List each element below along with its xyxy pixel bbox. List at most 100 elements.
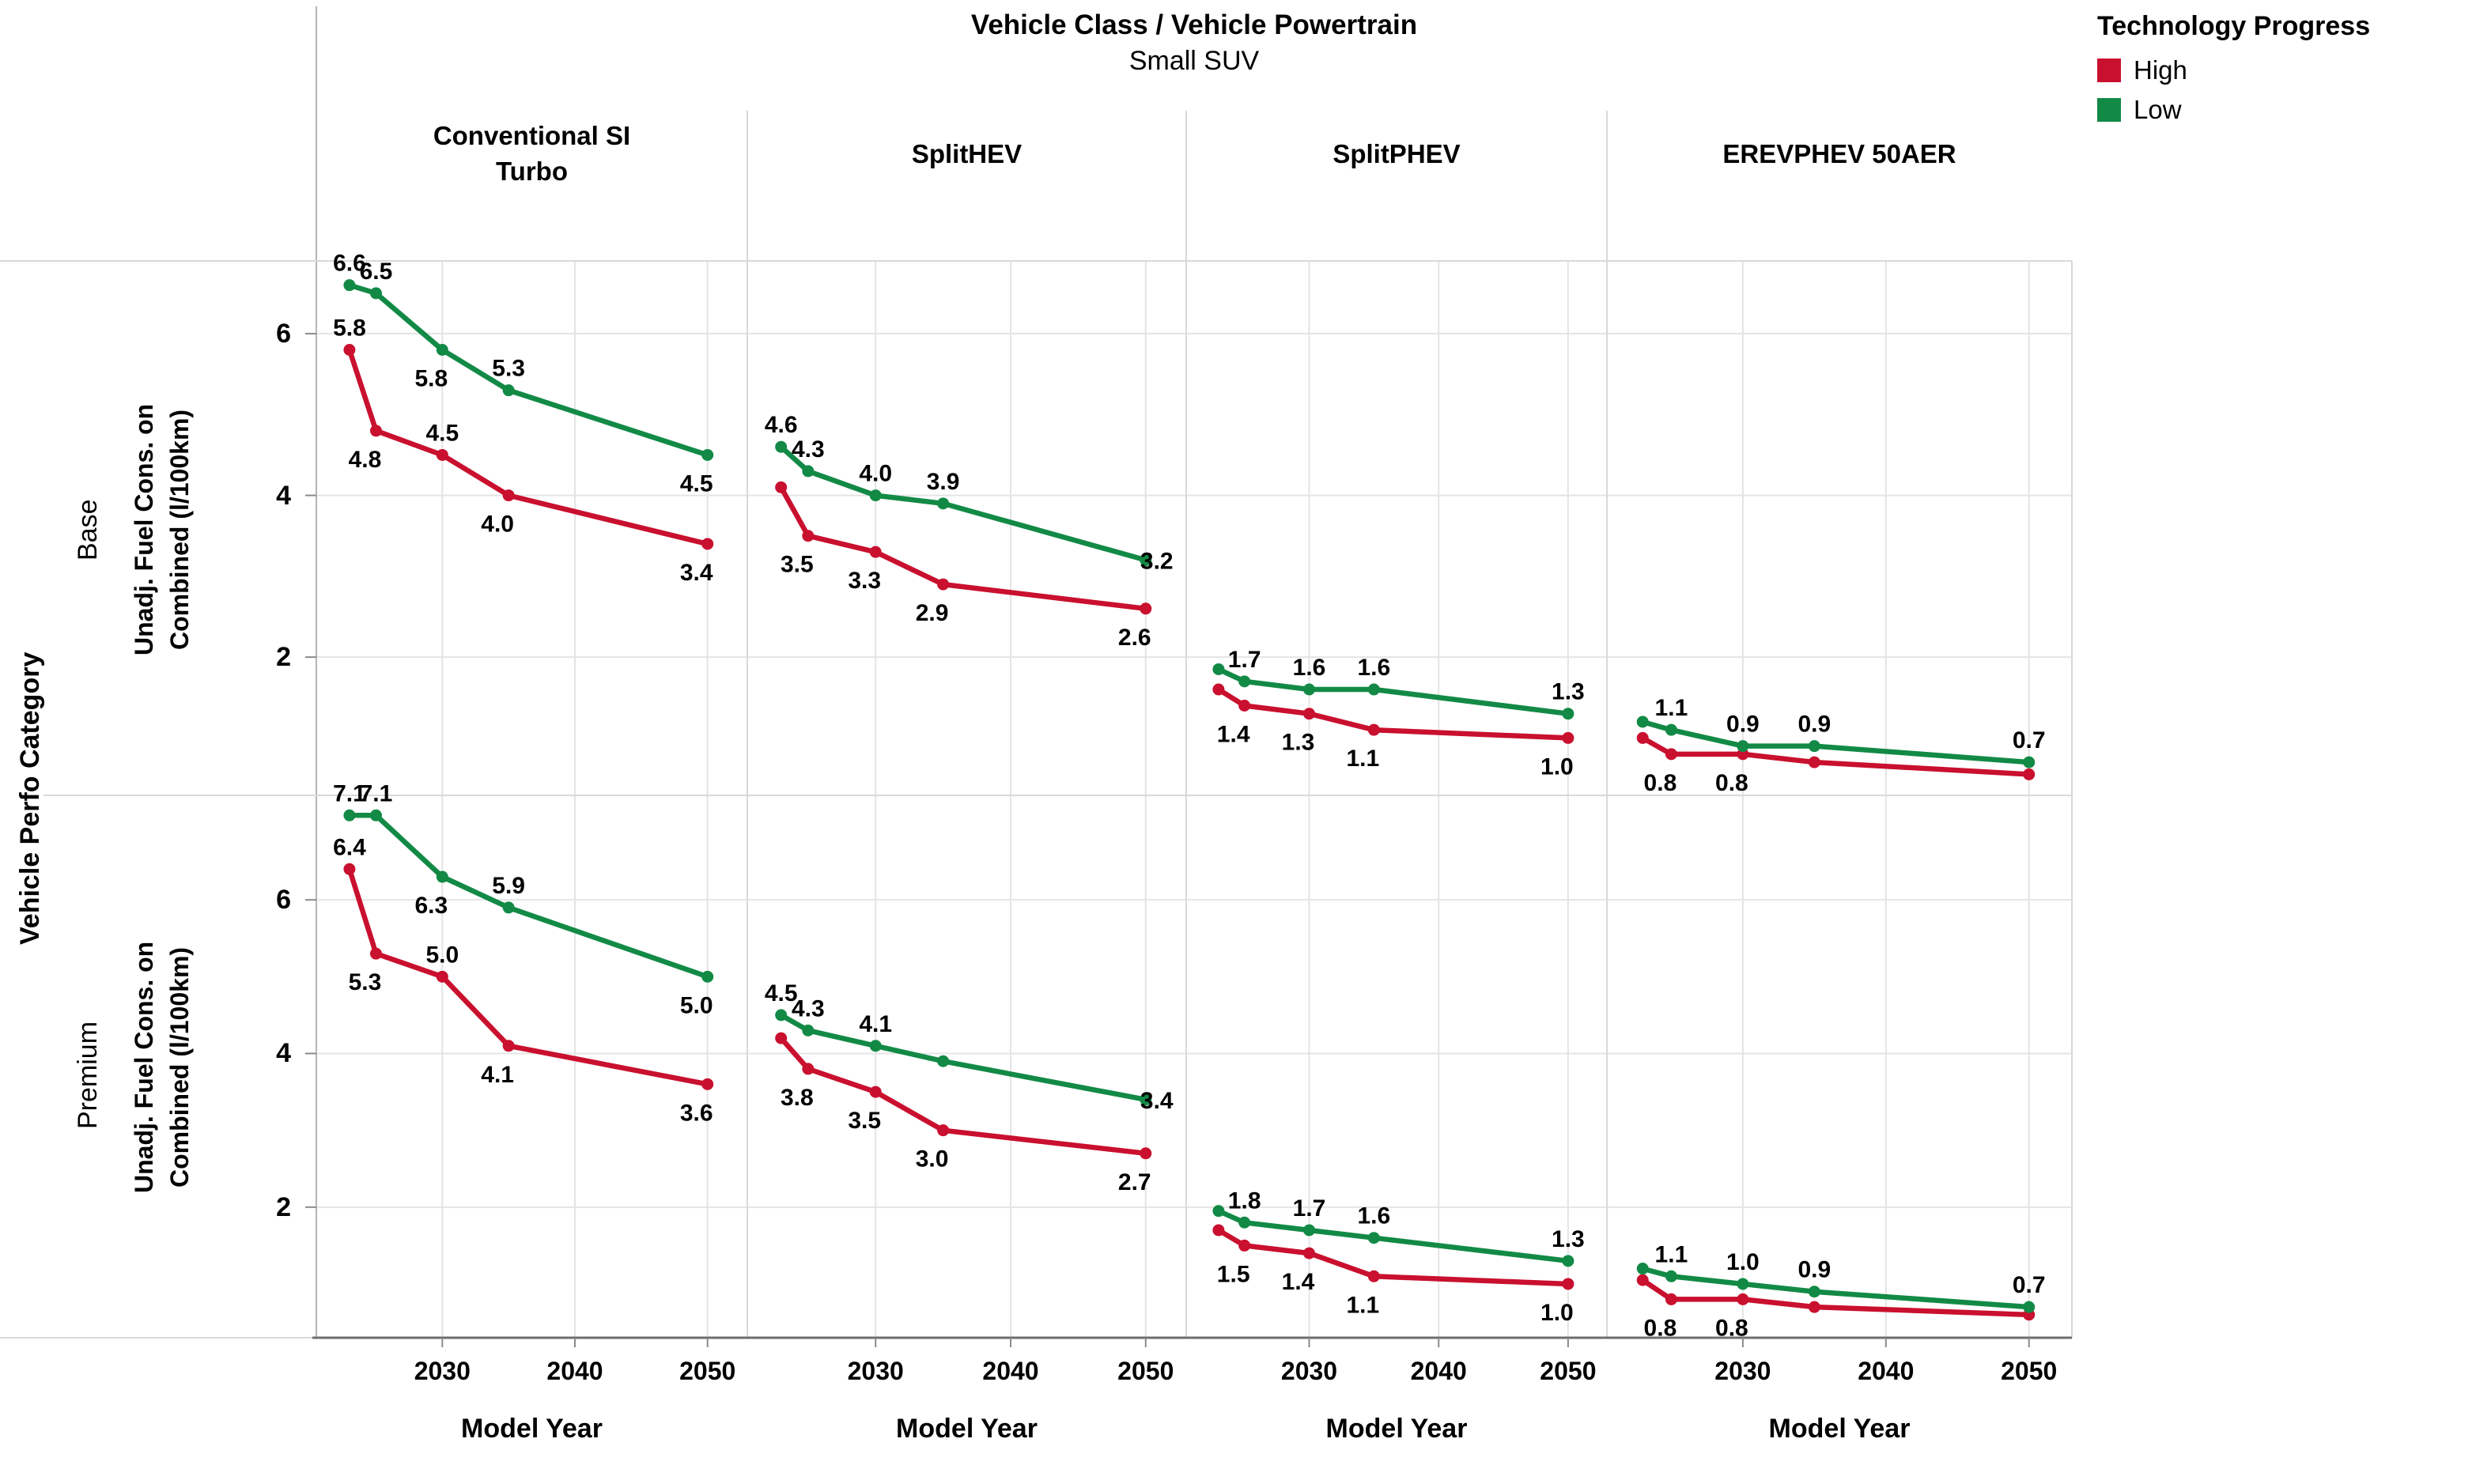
- data-point[interactable]: [2023, 768, 2036, 780]
- data-point[interactable]: [1238, 1239, 1251, 1252]
- data-point[interactable]: [1562, 708, 1574, 720]
- data-point[interactable]: [343, 344, 356, 356]
- data-point[interactable]: [1238, 675, 1251, 688]
- data-point[interactable]: [1367, 723, 1380, 736]
- data-point[interactable]: [869, 1086, 882, 1098]
- data-point[interactable]: [1212, 1224, 1225, 1237]
- data-point[interactable]: [1367, 1270, 1380, 1282]
- data-point[interactable]: [802, 530, 815, 542]
- series-line-low: [349, 813, 709, 980]
- data-point[interactable]: [775, 1032, 788, 1044]
- data-point[interactable]: [502, 384, 515, 397]
- data-point[interactable]: [869, 1040, 882, 1052]
- data-point[interactable]: [1303, 1247, 1316, 1259]
- data-point[interactable]: [1303, 1224, 1316, 1237]
- data-point[interactable]: [1808, 1301, 1820, 1313]
- data-point[interactable]: [343, 863, 356, 875]
- data-point[interactable]: [1737, 1293, 1749, 1305]
- data-point[interactable]: [701, 1078, 714, 1090]
- data-point[interactable]: [869, 489, 882, 502]
- data-point[interactable]: [1562, 731, 1574, 744]
- data-point[interactable]: [2023, 1301, 2036, 1313]
- data-point-label: 5.0: [680, 992, 713, 1018]
- data-point[interactable]: [869, 546, 882, 558]
- x-tick-label: 2050: [2001, 1357, 2058, 1385]
- x-tick-label: 2030: [1714, 1357, 1771, 1385]
- data-point[interactable]: [1665, 1293, 1677, 1305]
- data-point[interactable]: [436, 870, 448, 883]
- data-point-label: 4.6: [765, 412, 798, 438]
- data-point[interactable]: [369, 287, 382, 300]
- legend-title: Technology Progress: [2097, 11, 2371, 41]
- data-point[interactable]: [1737, 1278, 1749, 1290]
- data-point-label: 0.7: [2013, 1272, 2046, 1298]
- data-point[interactable]: [1140, 602, 1152, 615]
- data-point[interactable]: [1303, 683, 1316, 696]
- data-point[interactable]: [937, 497, 950, 510]
- data-point[interactable]: [802, 1063, 815, 1075]
- data-point[interactable]: [436, 970, 448, 983]
- data-point[interactable]: [1212, 1205, 1225, 1218]
- data-point[interactable]: [502, 1040, 515, 1052]
- data-point[interactable]: [1367, 1232, 1380, 1244]
- data-point[interactable]: [1808, 1286, 1820, 1298]
- data-point[interactable]: [1140, 553, 1152, 566]
- data-point[interactable]: [1562, 1255, 1574, 1267]
- data-point[interactable]: [343, 809, 356, 821]
- data-point-label: 4.5: [680, 470, 713, 497]
- data-point[interactable]: [1140, 1093, 1152, 1106]
- data-point[interactable]: [1665, 1270, 1677, 1282]
- data-point[interactable]: [1562, 1278, 1574, 1290]
- x-axis-title: Model Year: [896, 1414, 1038, 1444]
- data-point[interactable]: [1665, 748, 1677, 761]
- data-point[interactable]: [1737, 740, 1749, 753]
- data-point[interactable]: [701, 970, 714, 983]
- data-point[interactable]: [1808, 756, 1820, 768]
- data-point-label: 0.9: [1797, 1257, 1831, 1283]
- data-point[interactable]: [502, 489, 515, 502]
- data-point[interactable]: [1636, 716, 1649, 728]
- facet-column-header: SplitHEV: [911, 138, 1023, 168]
- data-point[interactable]: [1238, 700, 1251, 712]
- data-point[interactable]: [1212, 663, 1225, 675]
- data-point-label: 4.1: [859, 1011, 892, 1037]
- data-point-label: 4.1: [481, 1062, 514, 1088]
- data-point-label: 2.7: [1118, 1169, 1151, 1195]
- data-point[interactable]: [1636, 1263, 1649, 1275]
- data-point[interactable]: [1636, 731, 1649, 744]
- data-point[interactable]: [369, 947, 382, 960]
- data-point[interactable]: [1367, 683, 1380, 696]
- data-point[interactable]: [2023, 756, 2036, 768]
- data-point[interactable]: [701, 448, 714, 461]
- data-point[interactable]: [802, 1024, 815, 1037]
- data-point[interactable]: [937, 1055, 950, 1067]
- data-point-label: 1.0: [1540, 753, 1574, 780]
- data-point[interactable]: [502, 901, 515, 914]
- data-point[interactable]: [937, 1124, 950, 1137]
- data-point[interactable]: [937, 578, 950, 591]
- data-point[interactable]: [775, 1009, 788, 1021]
- data-point[interactable]: [775, 481, 788, 493]
- data-point[interactable]: [1665, 723, 1677, 736]
- legend-item-high[interactable]: High: [2097, 53, 2469, 88]
- data-point[interactable]: [369, 809, 382, 821]
- data-point[interactable]: [775, 440, 788, 453]
- data-point-label: 1.1: [1655, 695, 1688, 721]
- data-point[interactable]: [1808, 740, 1820, 753]
- data-point[interactable]: [701, 538, 714, 550]
- data-point[interactable]: [1303, 708, 1316, 720]
- series-line-high: [1641, 1278, 2029, 1318]
- data-point-label: 1.1: [1346, 1292, 1379, 1318]
- data-point[interactable]: [1238, 1216, 1251, 1229]
- data-point[interactable]: [369, 425, 382, 437]
- facet-column-header: Conventional SI Turbo: [433, 121, 631, 186]
- data-point-label: 0.8: [1715, 1315, 1748, 1341]
- legend-item-low[interactable]: Low: [2097, 93, 2469, 127]
- data-point[interactable]: [1212, 683, 1225, 696]
- data-point[interactable]: [802, 465, 815, 478]
- data-point[interactable]: [436, 448, 448, 461]
- data-point[interactable]: [343, 279, 356, 292]
- data-point[interactable]: [1636, 1274, 1649, 1286]
- data-point[interactable]: [1140, 1147, 1152, 1160]
- data-point[interactable]: [436, 344, 448, 356]
